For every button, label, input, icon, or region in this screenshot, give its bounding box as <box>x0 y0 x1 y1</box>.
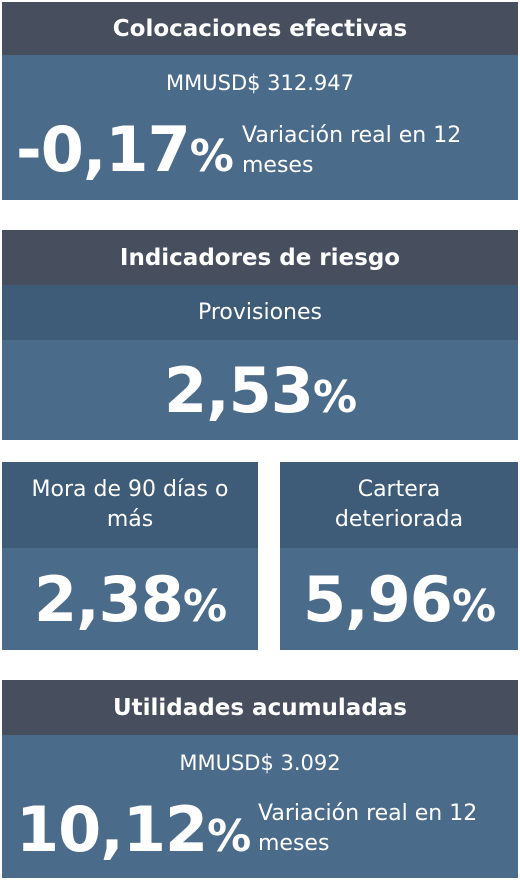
unit: % <box>207 811 251 862</box>
amount: MMUSD$ 3.092 <box>179 751 341 775</box>
description: Variación real en 12 meses <box>258 801 478 856</box>
value: 5,96 <box>302 562 453 636</box>
label: Cartera deteriorada <box>280 462 518 548</box>
label: Provisiones <box>2 285 518 340</box>
label: Mora de 90 días o más <box>2 462 258 548</box>
section-body: 2,38% <box>2 548 258 650</box>
section-body: 2,53% <box>2 340 518 440</box>
section-body: MMUSD$ 3.092 10,12% Variación real en 12… <box>2 735 518 878</box>
big-value: 10,12% <box>16 793 251 866</box>
section-body: MMUSD$ 312.947 -0,17% Variación real en … <box>2 55 518 200</box>
value: -0,17 <box>16 113 191 186</box>
section-header: Colocaciones efectivas <box>2 2 518 55</box>
section-body: 5,96% <box>280 548 518 650</box>
value: 2,53 <box>163 353 314 427</box>
title: Utilidades acumuladas <box>112 694 407 721</box>
amount: MMUSD$ 312.947 <box>166 71 354 95</box>
title: Indicadores de riesgo <box>119 244 401 271</box>
title: Colocaciones efectivas <box>112 15 408 42</box>
unit: % <box>312 371 357 423</box>
value: 10,12 <box>16 793 208 866</box>
description: Variación real en 12 meses <box>242 123 462 178</box>
unit: % <box>189 131 234 182</box>
section-header: Utilidades acumuladas <box>2 680 518 735</box>
unit: % <box>182 580 227 632</box>
section-header: Indicadores de riesgo <box>2 230 518 285</box>
value: 2,38 <box>33 562 184 636</box>
big-value: -0,17% <box>16 113 234 186</box>
unit: % <box>451 580 496 632</box>
